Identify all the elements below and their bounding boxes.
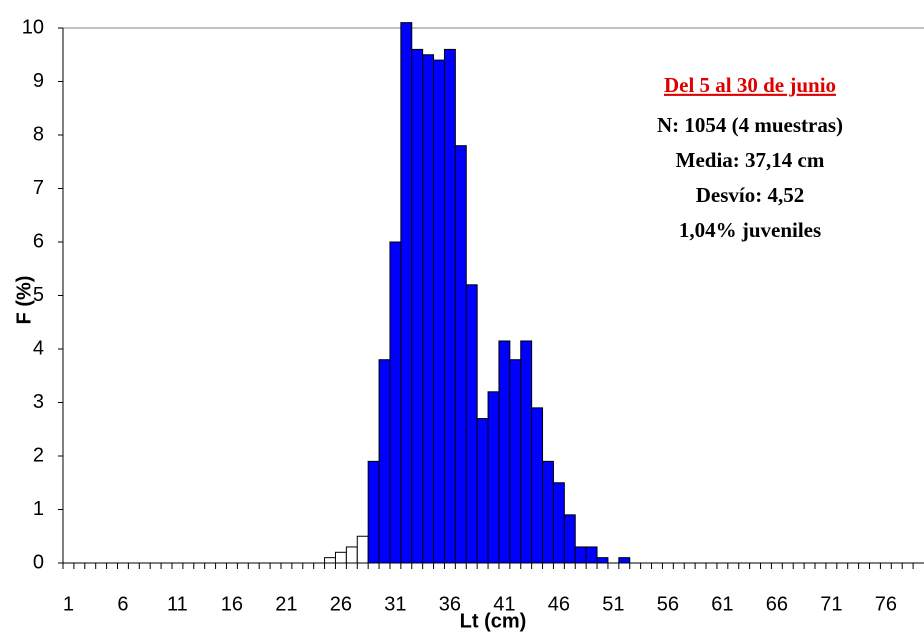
x-tick-label: 11: [167, 593, 188, 615]
bar: [465, 284, 478, 564]
annotation-title: Del 5 al 30 de junio: [664, 73, 836, 97]
annotation: Desvío: 4,52: [696, 183, 805, 207]
y-axis-label: F (%): [13, 276, 35, 325]
x-tick-label: 46: [548, 593, 570, 615]
bar: [433, 59, 445, 564]
bar: [618, 557, 631, 564]
x-tick-label: 36: [439, 593, 461, 615]
y-tick-label: 3: [33, 391, 44, 413]
bar: [498, 340, 511, 564]
x-tick-label: 6: [117, 593, 128, 615]
x-tick-label: 31: [384, 593, 406, 615]
bar: [400, 22, 413, 564]
annotation: 1,04% juveniles: [679, 218, 821, 242]
bar: [531, 407, 544, 564]
x-tick-label: 21: [275, 593, 297, 615]
bar: [509, 359, 522, 564]
bar: [596, 557, 609, 564]
bar: [443, 48, 456, 564]
y-tick-label: 0: [33, 551, 44, 573]
y-tick-label: 7: [33, 177, 44, 199]
y-tick-label: 10: [22, 16, 44, 38]
y-tick-label: 4: [33, 337, 44, 359]
annotation: Media: 37,14 cm: [676, 148, 825, 172]
annotation: N: 1054 (4 muestras): [657, 113, 843, 137]
bar: [542, 460, 554, 564]
x-tick-label: 26: [330, 593, 352, 615]
y-tick-label: 2: [33, 444, 44, 466]
x-tick-label: 61: [711, 593, 733, 615]
bar: [487, 391, 500, 564]
x-tick-label: 41: [493, 593, 515, 615]
bar: [563, 514, 576, 564]
y-tick-label: 8: [33, 123, 44, 145]
bar: [324, 557, 336, 564]
bar: [334, 551, 347, 564]
x-tick-label: 51: [602, 593, 624, 615]
bar: [389, 241, 402, 564]
x-tick-label: 76: [875, 593, 897, 615]
bar: [585, 546, 598, 564]
x-tick-label: 66: [766, 593, 788, 615]
bar: [356, 535, 369, 564]
bar: [520, 340, 533, 564]
x-axis-label: Lt (cm): [460, 610, 527, 632]
x-tick-label: 1: [63, 593, 74, 615]
bar: [345, 546, 358, 564]
bar: [411, 48, 424, 564]
bar: [574, 546, 587, 564]
bar: [367, 460, 380, 564]
x-tick-label: 16: [221, 593, 243, 615]
bar: [378, 359, 391, 564]
y-tick-label: 6: [33, 230, 44, 252]
bar: [476, 418, 489, 564]
bar: [552, 482, 565, 564]
y-tick-label: 9: [33, 70, 44, 92]
bar: [422, 54, 435, 564]
x-tick-label: 71: [820, 593, 842, 615]
y-tick-label: 5: [33, 284, 44, 306]
bar: [454, 145, 467, 564]
x-tick-label: 56: [657, 593, 679, 615]
y-tick-label: 1: [33, 498, 44, 520]
